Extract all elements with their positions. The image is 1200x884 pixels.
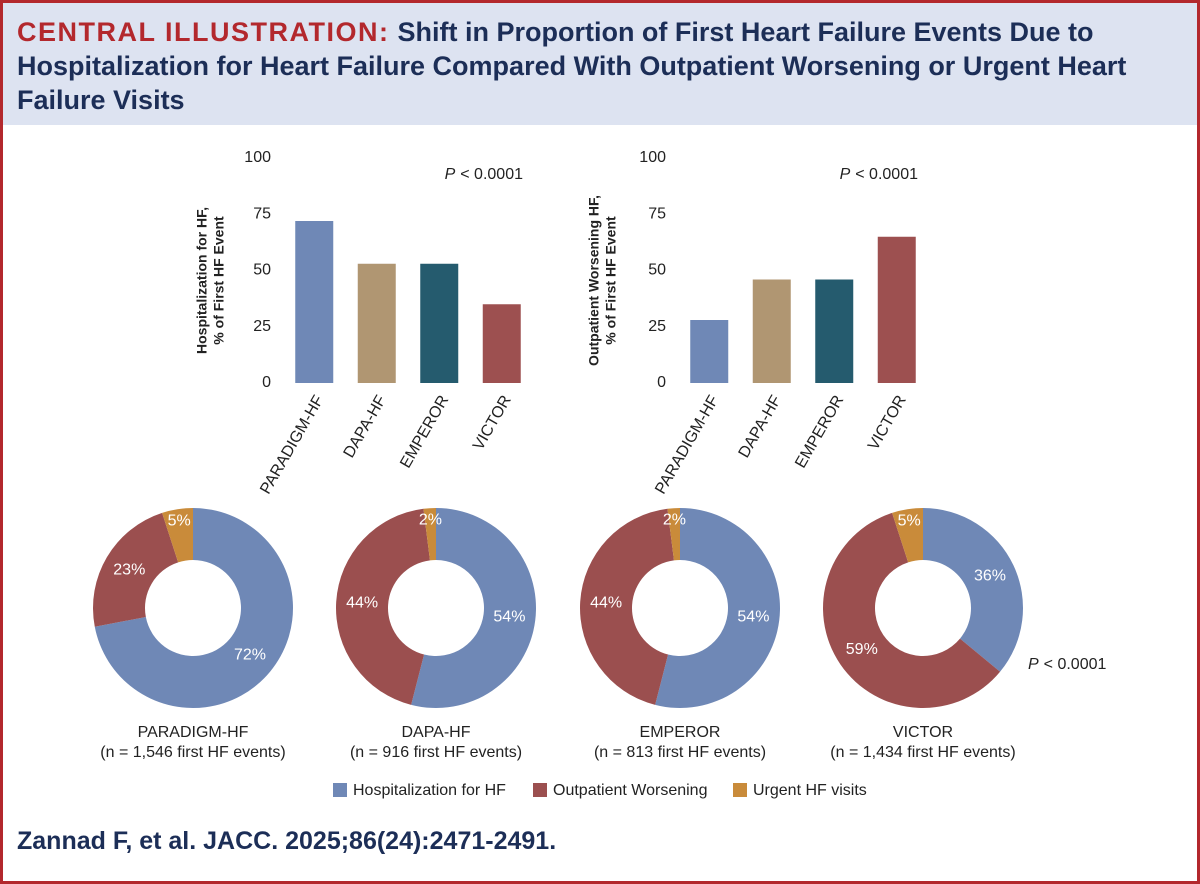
legend-label: Urgent HF visits	[753, 782, 867, 799]
y-axis-label: % of First HF Event	[603, 216, 619, 345]
header-title: Shift in Proportion of First Heart Failu…	[17, 17, 1127, 115]
bar	[295, 221, 334, 383]
p-value: P < 0.0001	[840, 166, 919, 183]
donut-slice	[162, 508, 193, 563]
slice-label: 5%	[898, 512, 921, 529]
donut-slice	[94, 508, 294, 708]
slice-label: 36%	[974, 568, 1006, 585]
y-tick-label: 50	[253, 262, 271, 279]
slice-label: 5%	[168, 512, 191, 529]
donut-slice	[335, 508, 430, 705]
donut-slice	[655, 508, 780, 708]
p-value: P < 0.0001	[445, 166, 524, 183]
y-tick-label: 75	[253, 205, 271, 222]
bar	[815, 279, 854, 383]
p-symbol: P	[445, 166, 456, 183]
p-text: < 0.0001	[855, 166, 918, 183]
slice-label: 2%	[663, 511, 686, 528]
x-tick-label: EMPEROR	[792, 393, 847, 472]
y-axis-label: Hospitalization for HF,	[194, 207, 210, 354]
x-tick-label: PARADIGM-HF	[257, 392, 327, 497]
y-tick-label: 100	[244, 149, 271, 166]
x-tick-label: EMPEROR	[397, 393, 452, 472]
y-axis-label: % of First HF Event	[211, 216, 227, 345]
bar	[482, 304, 521, 383]
legend-swatch	[333, 783, 347, 797]
y-tick-label: 0	[657, 374, 666, 391]
header-label: CENTRAL ILLUSTRATION:	[17, 17, 390, 47]
bar	[357, 263, 396, 383]
pie-subtitle: (n = 813 first HF events)	[594, 744, 766, 761]
slice-label: 2%	[419, 511, 442, 528]
donut-slice	[411, 508, 536, 708]
x-tick-label: VICTOR	[865, 393, 910, 454]
legend-swatch	[733, 783, 747, 797]
bar	[877, 236, 916, 383]
y-tick-label: 25	[648, 318, 666, 335]
y-axis-label: Outpatient Worsening HF,	[586, 195, 602, 366]
p-symbol: P	[1028, 656, 1039, 673]
p-symbol: P	[840, 166, 851, 183]
header: CENTRAL ILLUSTRATION: Shift in Proportion…	[3, 3, 1197, 125]
y-tick-label: 75	[648, 205, 666, 222]
legend-label: Hospitalization for HF	[353, 782, 506, 799]
slice-label: 72%	[234, 646, 266, 663]
x-tick-label: PARADIGM-HF	[652, 392, 722, 497]
donut-slice	[579, 508, 674, 705]
slice-label: 54%	[493, 608, 525, 625]
pie-subtitle: (n = 1,434 first HF events)	[830, 744, 1015, 761]
p-text: < 0.0001	[460, 166, 523, 183]
pie-subtitle: (n = 916 first HF events)	[350, 744, 522, 761]
bar	[690, 320, 729, 383]
donut-slice	[892, 508, 923, 563]
y-tick-label: 100	[639, 149, 666, 166]
bar	[752, 279, 791, 383]
pie-title: EMPEROR	[640, 724, 721, 741]
citation: Zannad F, et al. JACC. 2025;86(24):2471-…	[17, 827, 557, 855]
legend-label: Outpatient Worsening	[553, 782, 707, 799]
bar	[420, 263, 459, 383]
p-value: P < 0.0001	[1028, 656, 1107, 673]
donut-slice	[823, 512, 1001, 708]
pie-title: VICTOR	[893, 724, 953, 741]
x-tick-label: VICTOR	[470, 393, 515, 454]
donut-slice	[923, 508, 1023, 672]
slice-label: 44%	[346, 595, 378, 612]
donut-slice	[667, 508, 680, 561]
slice-label: 23%	[113, 562, 145, 579]
y-tick-label: 0	[262, 374, 271, 391]
y-tick-label: 50	[648, 262, 666, 279]
x-tick-label: DAPA-HF	[341, 392, 390, 460]
pie-title: PARADIGM-HF	[138, 724, 249, 741]
slice-label: 59%	[846, 641, 878, 658]
pie-subtitle: (n = 1,546 first HF events)	[100, 744, 285, 761]
legend-swatch	[533, 783, 547, 797]
p-text: < 0.0001	[1044, 656, 1107, 673]
x-tick-label: DAPA-HF	[736, 392, 785, 460]
donut-slice	[92, 512, 179, 627]
y-tick-label: 25	[253, 318, 271, 335]
donut-slice	[423, 508, 436, 561]
slice-label: 44%	[590, 595, 622, 612]
pie-title: DAPA-HF	[401, 724, 470, 741]
slice-label: 54%	[737, 608, 769, 625]
